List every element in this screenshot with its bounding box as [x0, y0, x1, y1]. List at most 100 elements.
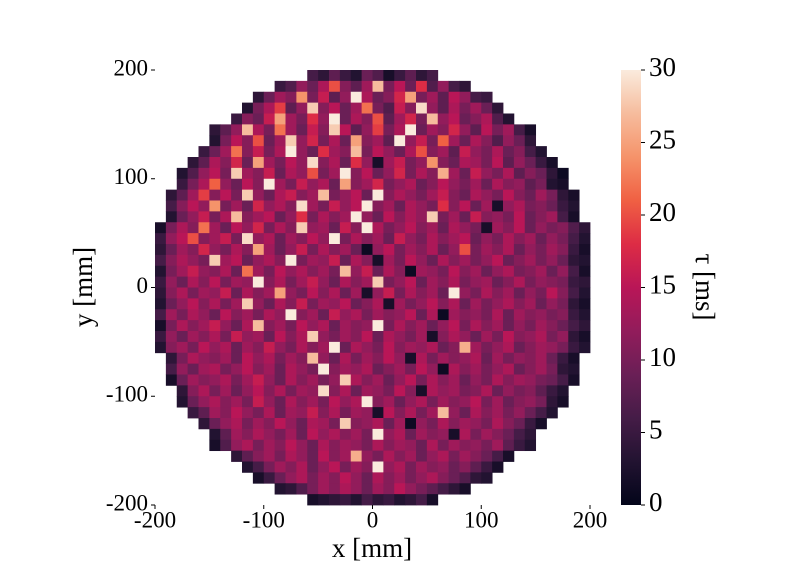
- heatmap-cell: [503, 320, 515, 332]
- heatmap-cell: [198, 244, 210, 256]
- heatmap-cell: [470, 320, 482, 332]
- heatmap-cell: [220, 200, 232, 212]
- heatmap-cell: [307, 146, 319, 158]
- heatmap-cell: [503, 200, 515, 212]
- heatmap-cell: [492, 254, 504, 267]
- heatmap-cell: [361, 331, 373, 343]
- heatmap-cell: [285, 124, 297, 136]
- heatmap-cell: [242, 254, 254, 267]
- heatmap-cell: [416, 450, 428, 462]
- heatmap-cell: [198, 298, 210, 310]
- heatmap-cell: [535, 363, 547, 375]
- heatmap-cell: [231, 135, 243, 147]
- heatmap-cell: [470, 157, 482, 169]
- heatmap-cell: [416, 91, 428, 104]
- heatmap-cell: [209, 407, 221, 419]
- heatmap-cell: [187, 309, 199, 321]
- heatmap-cell: [426, 439, 439, 452]
- heatmap-cell: [437, 450, 450, 462]
- heatmap-cell: [329, 276, 341, 288]
- heatmap-cell: [263, 200, 276, 212]
- y-tick-label: 100: [114, 164, 149, 189]
- heatmap-cell: [524, 428, 537, 441]
- heatmap-cell: [176, 396, 189, 408]
- heatmap-cell: [394, 70, 406, 82]
- heatmap-cell: [209, 146, 221, 158]
- heatmap-cell: [437, 352, 450, 365]
- heatmap-cell: [339, 146, 352, 158]
- heatmap-cell: [220, 189, 232, 201]
- heatmap-cell: [503, 298, 515, 310]
- heatmap-cell: [350, 265, 363, 278]
- heatmap-cell: [513, 352, 526, 365]
- heatmap-cell: [274, 135, 286, 147]
- heatmap-cell: [339, 341, 352, 354]
- heatmap-cell: [492, 385, 504, 397]
- heatmap-cell: [513, 157, 526, 169]
- heatmap-cell: [285, 157, 297, 169]
- heatmap-cell: [405, 244, 417, 256]
- heatmap-cell: [329, 80, 341, 93]
- heatmap-cell: [557, 287, 569, 299]
- heatmap-cell: [481, 244, 493, 256]
- heatmap-cell: [524, 396, 537, 408]
- heatmap-cell: [416, 407, 428, 419]
- heatmap-cell: [405, 418, 417, 430]
- heatmap-cell: [231, 167, 243, 180]
- colorbar-tick-label: 10: [649, 342, 676, 372]
- heatmap-cell: [546, 157, 558, 169]
- heatmap-cell: [394, 211, 406, 223]
- heatmap-cell: [329, 244, 341, 256]
- heatmap-cell: [252, 385, 265, 397]
- heatmap-cell: [350, 233, 363, 245]
- heatmap-cell: [242, 178, 254, 191]
- heatmap-cell: [448, 244, 460, 256]
- heatmap-cell: [339, 113, 352, 125]
- heatmap-cell: [492, 450, 504, 462]
- heatmap-cell: [252, 254, 265, 267]
- heatmap-cell: [350, 341, 363, 354]
- heatmap-cell: [405, 222, 417, 234]
- colorbar-tick-label: 25: [649, 125, 676, 155]
- heatmap-cell: [448, 211, 460, 223]
- heatmap-cell: [383, 167, 395, 180]
- heatmap-cell: [416, 113, 428, 125]
- heatmap-cell: [394, 200, 406, 212]
- heatmap-cell: [220, 320, 232, 332]
- heatmap-cell: [187, 331, 199, 343]
- heatmap-cell: [546, 374, 558, 386]
- heatmap-cell: [503, 418, 515, 430]
- heatmap-cell: [459, 450, 471, 462]
- heatmap-cell: [285, 178, 297, 191]
- heatmap-cell: [339, 254, 352, 267]
- heatmap-cell: [329, 233, 341, 245]
- heatmap-cell: [318, 244, 330, 256]
- heatmap-cell: [426, 320, 439, 332]
- heatmap-cell: [426, 189, 439, 201]
- y-tick-label: 0: [137, 273, 149, 298]
- heatmap-cell: [263, 407, 276, 419]
- heatmap-cell: [209, 341, 221, 354]
- heatmap-cell: [209, 124, 221, 136]
- heatmap-cell: [350, 320, 363, 332]
- heatmap-cell: [198, 211, 210, 223]
- heatmap-cell: [307, 352, 319, 365]
- heatmap-cell: [546, 254, 558, 267]
- heatmap-cell: [426, 80, 439, 93]
- heatmap-cell: [329, 298, 341, 310]
- heatmap-cell: [448, 200, 460, 212]
- heatmap-cell: [307, 254, 319, 267]
- heatmap-cell: [350, 276, 363, 288]
- heatmap-cell: [372, 352, 384, 365]
- heatmap-cell: [165, 298, 178, 310]
- heatmap-cell: [405, 494, 417, 506]
- heatmap-cell: [339, 320, 352, 332]
- colorbar-tick-label: 20: [649, 197, 676, 227]
- heatmap-cell: [231, 385, 243, 397]
- heatmap-cell: [513, 428, 526, 441]
- heatmap-cell: [209, 276, 221, 288]
- heatmap-cell: [405, 189, 417, 201]
- heatmap-cell: [416, 472, 428, 484]
- heatmap-cell: [568, 309, 580, 321]
- heatmap-cell: [242, 146, 254, 158]
